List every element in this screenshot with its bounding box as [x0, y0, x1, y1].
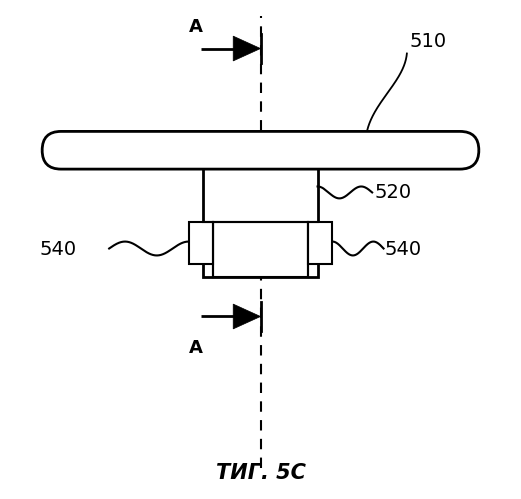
Bar [214, 222, 307, 277]
Polygon shape [233, 36, 260, 61]
Text: A: A [189, 339, 203, 357]
Text: 540: 540 [384, 240, 421, 259]
Text: 520: 520 [375, 183, 412, 202]
FancyBboxPatch shape [42, 131, 479, 169]
Bar [189, 222, 214, 264]
Text: A: A [189, 18, 203, 36]
Text: 540: 540 [40, 240, 77, 259]
Text: 510: 510 [410, 31, 446, 50]
Bar [307, 222, 332, 264]
Text: ΤИГ. 5C: ΤИГ. 5C [216, 463, 305, 483]
Polygon shape [233, 304, 260, 329]
Bar [203, 153, 318, 277]
